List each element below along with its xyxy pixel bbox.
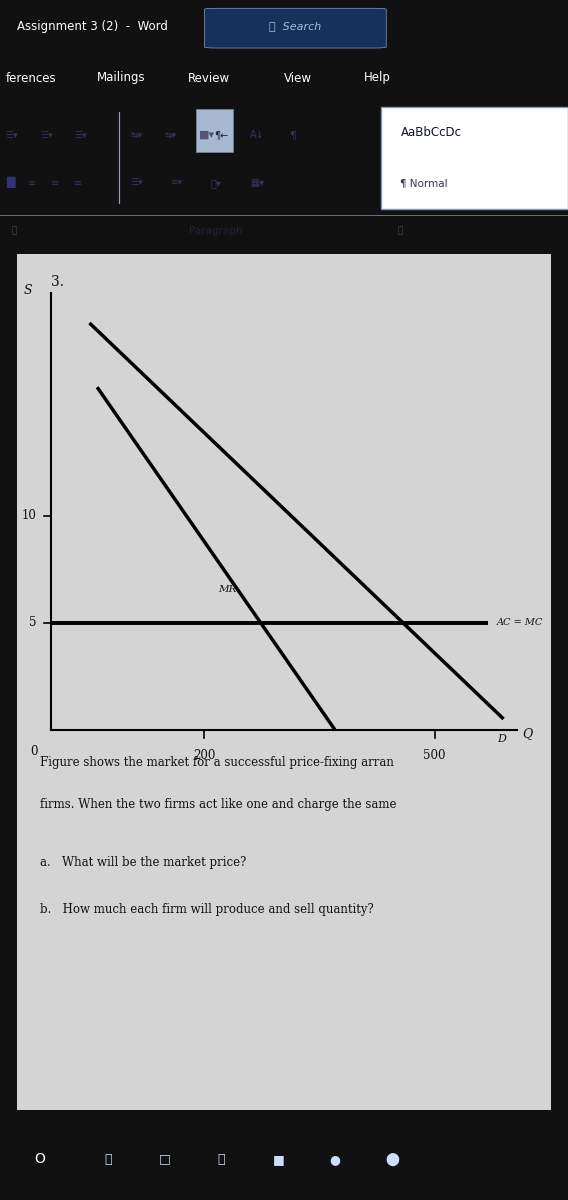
Text: ¶ Normal: ¶ Normal (400, 178, 448, 188)
Text: Q: Q (523, 727, 533, 740)
Text: ●: ● (329, 1153, 341, 1165)
Text: ↹▾: ↹▾ (131, 131, 143, 139)
Text: Assignment 3 (2)  -  Word: Assignment 3 (2) - Word (17, 20, 168, 32)
Text: 5: 5 (30, 616, 37, 629)
Text: 3.: 3. (51, 275, 64, 289)
Text: ☰▾: ☰▾ (40, 131, 52, 139)
Text: Mailings: Mailings (97, 72, 145, 84)
Text: View: View (284, 72, 312, 84)
Text: ⌕  Search: ⌕ Search (269, 22, 321, 31)
Text: ≡: ≡ (6, 178, 14, 188)
Text: 0: 0 (30, 745, 38, 758)
Text: ■▾: ■▾ (199, 130, 215, 140)
Text: ¶: ¶ (290, 130, 296, 140)
FancyBboxPatch shape (381, 107, 568, 209)
Text: ■: ■ (273, 1153, 284, 1165)
Text: ≡: ≡ (74, 178, 82, 188)
Text: AaBbCcDc: AaBbCcDc (400, 126, 461, 139)
Text: Figure shows the market for a successful price-fixing arran: Figure shows the market for a successful… (40, 756, 394, 769)
Text: D: D (497, 734, 506, 744)
Text: 200: 200 (193, 749, 216, 762)
Text: █: █ (6, 178, 14, 188)
Text: ⤢: ⤢ (11, 227, 16, 235)
Text: S: S (24, 284, 33, 298)
Text: b.   How much each firm will produce and sell quantity?: b. How much each firm will produce and s… (40, 902, 374, 916)
FancyBboxPatch shape (204, 8, 386, 48)
Text: ⎈▾: ⎈▾ (210, 178, 221, 188)
Text: 500: 500 (423, 749, 446, 762)
Text: 10: 10 (22, 509, 37, 522)
Text: ferences: ferences (6, 72, 56, 84)
Text: AC = MC: AC = MC (496, 618, 543, 628)
Text: Paragraph: Paragraph (189, 227, 243, 236)
Text: □: □ (159, 1153, 170, 1165)
Text: ⤢: ⤢ (398, 227, 403, 235)
Text: a.   What will be the market price?: a. What will be the market price? (40, 857, 246, 869)
Text: ⚿: ⚿ (218, 1153, 225, 1165)
Bar (196, 109, 233, 152)
Text: ≡: ≡ (51, 178, 59, 188)
Text: ¶←: ¶← (215, 130, 229, 140)
Text: A↓: A↓ (250, 130, 265, 140)
Text: ☰▾: ☰▾ (131, 179, 143, 187)
Text: Help: Help (364, 72, 390, 84)
Text: ≡: ≡ (28, 178, 36, 188)
Text: O: O (34, 1152, 45, 1166)
Text: MR: MR (218, 584, 237, 594)
Text: ⬤: ⬤ (385, 1152, 399, 1166)
Text: Review: Review (187, 72, 229, 84)
Text: ≡▾: ≡▾ (170, 179, 182, 187)
Text: ↹▾: ↹▾ (165, 131, 177, 139)
Text: ⎕: ⎕ (104, 1153, 112, 1165)
Text: ☰▾: ☰▾ (74, 131, 86, 139)
Text: ☰▾: ☰▾ (6, 131, 18, 139)
Text: firms. When the two firms act like one and charge the same: firms. When the two firms act like one a… (40, 798, 396, 811)
Text: ▦▾: ▦▾ (250, 178, 264, 188)
